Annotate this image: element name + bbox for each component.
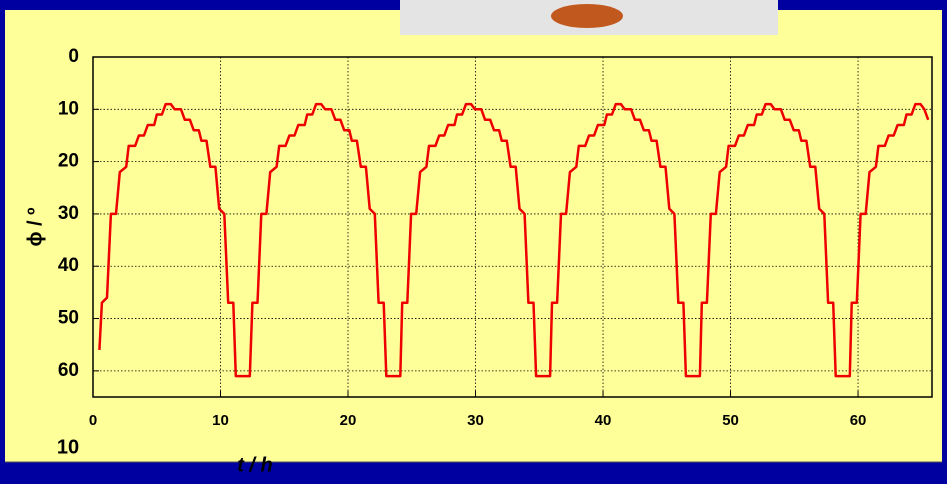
x-tick-label: 60 bbox=[850, 412, 867, 429]
x-tick-label: 20 bbox=[340, 412, 357, 429]
y-tick-label: 30 bbox=[58, 203, 79, 224]
plot-frame bbox=[92, 56, 933, 398]
y-tick-label: 40 bbox=[58, 255, 79, 276]
x-tick-label: 0 bbox=[89, 412, 97, 429]
x-tick-label: 10 bbox=[212, 412, 229, 429]
slide-panel bbox=[5, 10, 942, 462]
x-axis-label: t / h bbox=[237, 454, 273, 476]
data-line bbox=[98, 102, 930, 378]
x-tick-label: 40 bbox=[595, 412, 612, 429]
y-axis-label: ϕ / º bbox=[24, 208, 46, 247]
x-tick-label: 30 bbox=[467, 412, 484, 429]
y-tick-label: 60 bbox=[58, 360, 79, 381]
y-tick-label: 10 bbox=[58, 98, 79, 119]
y-tick-label: 50 bbox=[58, 308, 79, 329]
y-tick-label: 20 bbox=[58, 151, 79, 172]
annotation: 10 bbox=[57, 436, 79, 458]
photo-object bbox=[551, 4, 623, 28]
x-tick-label: 50 bbox=[722, 412, 739, 429]
y-tick-label: 0 bbox=[68, 46, 79, 67]
